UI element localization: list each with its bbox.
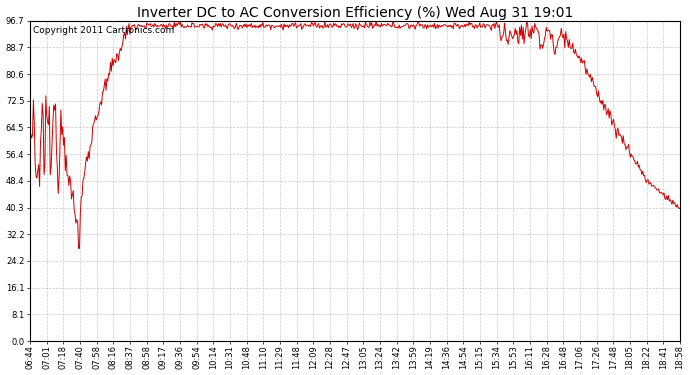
Title: Inverter DC to AC Conversion Efficiency (%) Wed Aug 31 19:01: Inverter DC to AC Conversion Efficiency … [137, 6, 573, 20]
Text: Copyright 2011 Cartronics.com: Copyright 2011 Cartronics.com [33, 26, 175, 34]
